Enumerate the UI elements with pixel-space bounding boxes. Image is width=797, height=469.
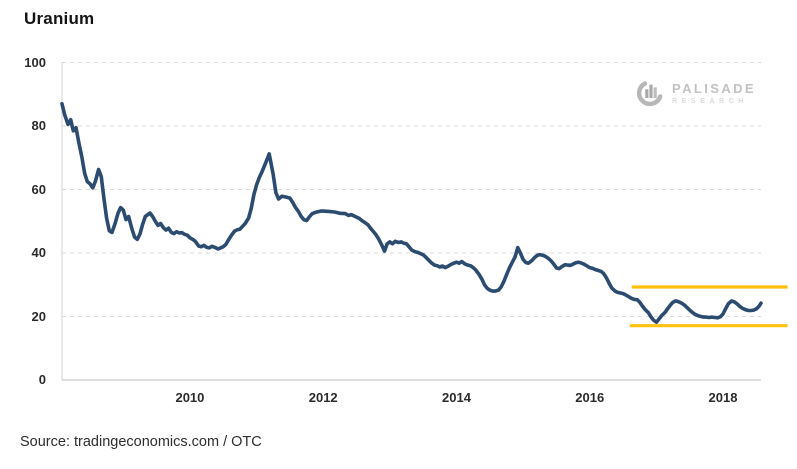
logo-name: PALISADE: [672, 81, 756, 96]
palisade-research-logo: PALISADE RESEARCH: [634, 79, 756, 109]
y-tick-label: 60: [31, 181, 46, 197]
x-tick-label: 2016: [575, 390, 605, 405]
y-tick-label: 20: [31, 308, 46, 324]
x-tick-label: 2014: [442, 390, 471, 405]
x-tick-label: 2010: [175, 390, 205, 405]
page-title: Uranium: [24, 9, 95, 28]
y-tick-label: 100: [24, 54, 46, 70]
y-tick-label: 0: [38, 372, 46, 387]
x-tick-label: 2012: [308, 390, 338, 405]
x-tick-label: 2018: [708, 390, 738, 405]
source-attribution: Source: tradingeconomics.com / OTC: [20, 434, 262, 450]
y-tick-label: 80: [31, 118, 46, 133]
y-tick-label: 40: [31, 245, 46, 260]
bar-chart-swoosh-icon: [637, 81, 663, 107]
logo-subname: RESEARCH: [672, 98, 749, 105]
price-line: [60, 102, 763, 325]
logo-text: PALISADE RESEARCH: [672, 82, 756, 106]
